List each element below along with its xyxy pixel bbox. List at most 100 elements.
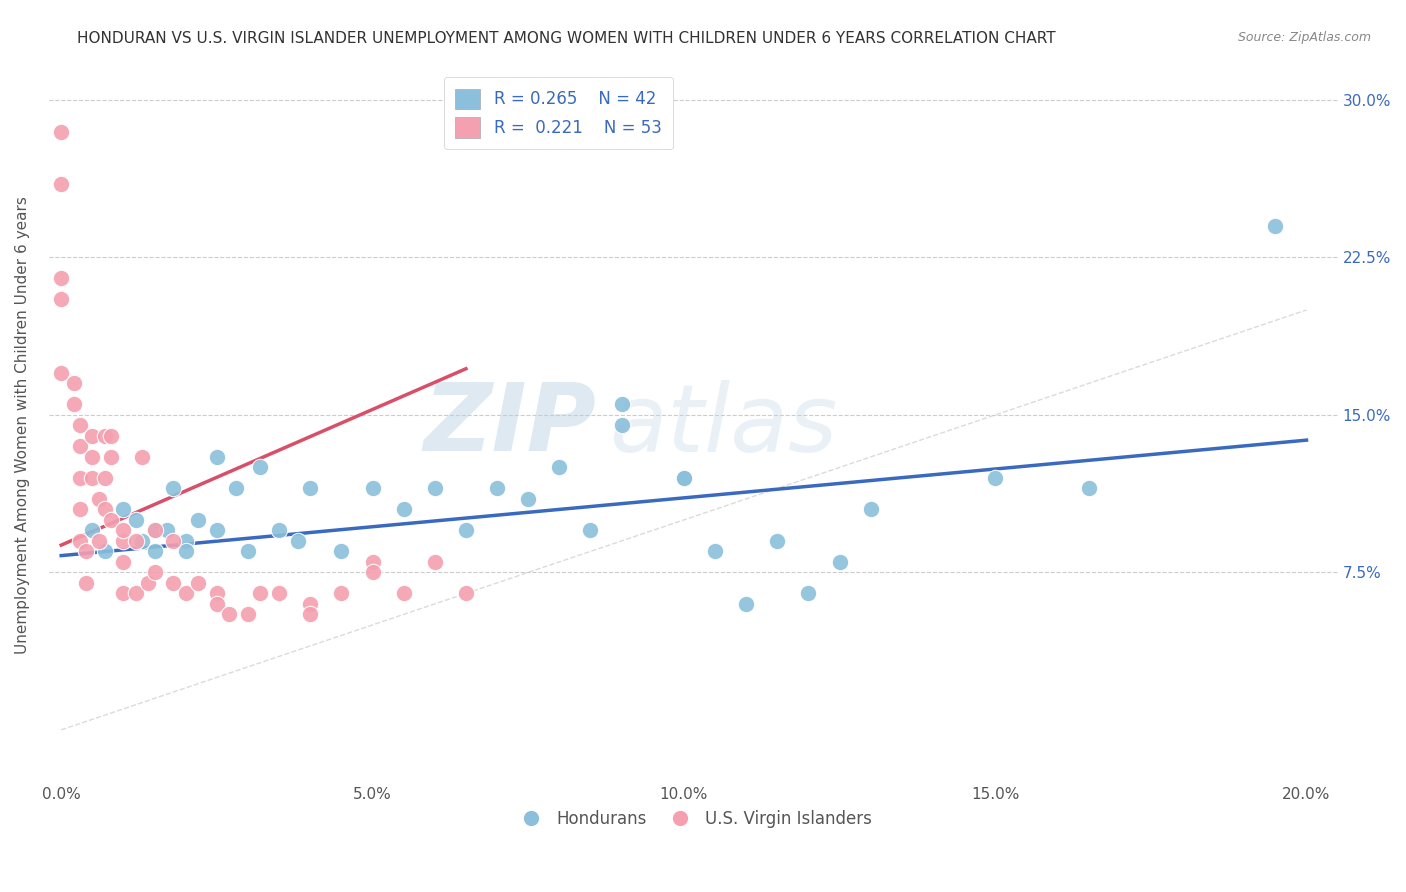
Point	[1077, 482, 1099, 496]
Point	[610, 397, 633, 411]
Point	[138, 575, 160, 590]
Point	[361, 566, 384, 580]
Point	[330, 544, 353, 558]
Point	[287, 533, 309, 548]
Point	[143, 524, 166, 538]
Point	[51, 293, 73, 307]
Point	[218, 607, 240, 622]
Point	[486, 482, 509, 496]
Point	[330, 586, 353, 600]
Point	[94, 502, 117, 516]
Point	[112, 533, 135, 548]
Point	[454, 586, 477, 600]
Point	[454, 524, 477, 538]
Point	[174, 586, 197, 600]
Point	[392, 502, 415, 516]
Point	[112, 586, 135, 600]
Point	[859, 502, 882, 516]
Point	[51, 271, 73, 285]
Point	[392, 586, 415, 600]
Point	[87, 491, 110, 506]
Point	[82, 450, 104, 464]
Point	[131, 533, 153, 548]
Text: atlas: atlas	[609, 380, 838, 471]
Point	[187, 575, 209, 590]
Point	[174, 544, 197, 558]
Point	[143, 566, 166, 580]
Point	[205, 524, 228, 538]
Point	[269, 524, 291, 538]
Point	[735, 597, 758, 611]
Point	[236, 607, 259, 622]
Point	[299, 597, 322, 611]
Point	[361, 482, 384, 496]
Point	[100, 450, 122, 464]
Point	[162, 482, 184, 496]
Point	[548, 460, 571, 475]
Point	[579, 524, 602, 538]
Point	[75, 575, 97, 590]
Point	[269, 586, 291, 600]
Point	[69, 439, 91, 453]
Point	[766, 533, 789, 548]
Point	[62, 397, 84, 411]
Point	[82, 524, 104, 538]
Point	[828, 555, 851, 569]
Point	[517, 491, 540, 506]
Legend: Hondurans, U.S. Virgin Islanders: Hondurans, U.S. Virgin Islanders	[508, 804, 879, 835]
Text: HONDURAN VS U.S. VIRGIN ISLANDER UNEMPLOYMENT AMONG WOMEN WITH CHILDREN UNDER 6 : HONDURAN VS U.S. VIRGIN ISLANDER UNEMPLO…	[77, 31, 1056, 46]
Point	[162, 533, 184, 548]
Point	[112, 555, 135, 569]
Point	[100, 429, 122, 443]
Text: ZIP: ZIP	[423, 379, 596, 472]
Point	[361, 555, 384, 569]
Point	[984, 471, 1007, 485]
Point	[51, 177, 73, 191]
Point	[125, 533, 148, 548]
Point	[672, 471, 695, 485]
Point	[94, 471, 117, 485]
Point	[205, 597, 228, 611]
Point	[225, 482, 247, 496]
Point	[82, 429, 104, 443]
Text: Source: ZipAtlas.com: Source: ZipAtlas.com	[1237, 31, 1371, 45]
Point	[125, 586, 148, 600]
Point	[610, 418, 633, 433]
Point	[143, 544, 166, 558]
Point	[187, 513, 209, 527]
Point	[87, 533, 110, 548]
Point	[249, 460, 271, 475]
Point	[69, 533, 91, 548]
Point	[69, 471, 91, 485]
Point	[162, 575, 184, 590]
Point	[69, 418, 91, 433]
Point	[299, 607, 322, 622]
Point	[156, 524, 179, 538]
Point	[1264, 219, 1286, 233]
Point	[131, 450, 153, 464]
Point	[423, 555, 446, 569]
Point	[672, 471, 695, 485]
Point	[69, 502, 91, 516]
Point	[704, 544, 727, 558]
Point	[100, 513, 122, 527]
Point	[125, 513, 148, 527]
Point	[205, 450, 228, 464]
Point	[112, 524, 135, 538]
Point	[174, 533, 197, 548]
Point	[423, 482, 446, 496]
Point	[205, 586, 228, 600]
Point	[112, 502, 135, 516]
Point	[51, 366, 73, 380]
Point	[236, 544, 259, 558]
Point	[94, 544, 117, 558]
Point	[249, 586, 271, 600]
Point	[75, 544, 97, 558]
Point	[82, 471, 104, 485]
Point	[62, 376, 84, 391]
Point	[51, 124, 73, 138]
Y-axis label: Unemployment Among Women with Children Under 6 years: Unemployment Among Women with Children U…	[15, 196, 30, 655]
Point	[94, 429, 117, 443]
Point	[299, 482, 322, 496]
Point	[143, 524, 166, 538]
